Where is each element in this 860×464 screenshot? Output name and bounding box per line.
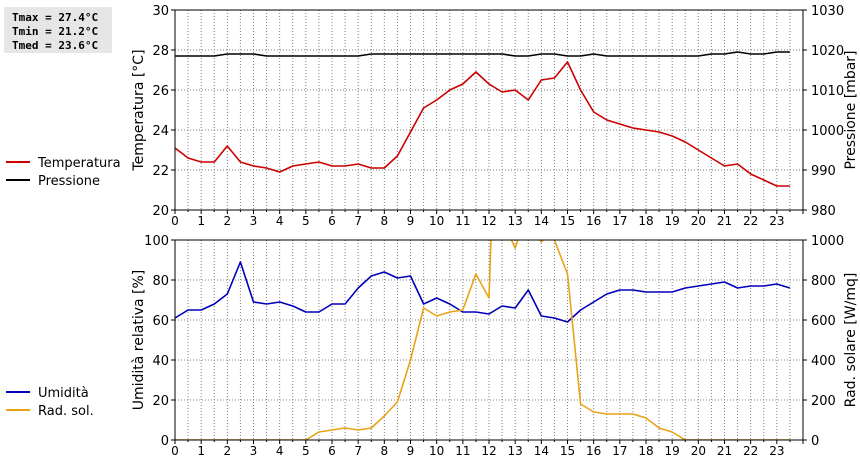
- y-tick-label: 30: [152, 4, 169, 19]
- x-tick-label: 3: [250, 444, 258, 458]
- x-tick-label: 20: [691, 444, 706, 458]
- x-tick-label: 5: [302, 214, 310, 228]
- x-tick-label: 4: [276, 444, 284, 458]
- x-tick-label: 20: [691, 214, 706, 228]
- legend-label: Temperatura: [37, 156, 121, 171]
- x-tick-label: 3: [250, 214, 258, 228]
- x-tick-label: 12: [481, 444, 496, 458]
- x-tick-label: 23: [769, 444, 784, 458]
- x-tick-label: 1: [197, 214, 205, 228]
- y2-tick-label: 200: [811, 394, 836, 409]
- y2-tick-label: 400: [811, 354, 836, 369]
- y-tick-label: 40: [152, 354, 169, 369]
- x-tick-label: 2: [224, 444, 232, 458]
- y-tick-label: 28: [152, 44, 169, 59]
- x-tick-label: 14: [534, 444, 549, 458]
- y-tick-label: 26: [152, 84, 169, 99]
- x-tick-label: 18: [638, 444, 653, 458]
- x-tick-label: 16: [586, 444, 601, 458]
- x-tick-label: 1: [197, 444, 205, 458]
- y-tick-label: 24: [152, 124, 169, 139]
- x-tick-label: 17: [612, 444, 627, 458]
- x-tick-label: 0: [171, 444, 179, 458]
- x-tick-label: 2: [224, 214, 232, 228]
- series-line-0: [175, 61, 790, 187]
- y2-tick-label: 1020: [811, 44, 844, 59]
- y2-tick-label: 1000: [811, 124, 844, 139]
- y-axis-title: Umidità relativa [%]: [131, 270, 147, 411]
- x-tick-label: 0: [171, 214, 179, 228]
- x-tick-label: 7: [354, 444, 362, 458]
- y-tick-label: 20: [152, 204, 169, 219]
- x-tick-label: 6: [328, 214, 336, 228]
- x-tick-label: 8: [381, 214, 389, 228]
- x-tick-label: 13: [508, 214, 523, 228]
- x-tick-label: 22: [743, 214, 758, 228]
- x-tick-label: 21: [717, 214, 732, 228]
- x-tick-label: 16: [586, 214, 601, 228]
- y2-tick-label: 1000: [811, 234, 844, 249]
- x-tick-label: 5: [302, 444, 310, 458]
- x-tick-label: 11: [455, 444, 470, 458]
- x-tick-label: 10: [429, 214, 444, 228]
- x-tick-label: 15: [560, 214, 575, 228]
- y-tick-label: 20: [152, 394, 169, 409]
- y2-tick-label: 1030: [811, 4, 844, 19]
- plot-frame: [174, 9, 804, 211]
- plot-frame: [174, 239, 804, 441]
- legend-label: Pressione: [38, 174, 100, 189]
- legend-label: Umidità: [38, 386, 89, 401]
- y-axis-title: Temperatura [°C]: [131, 49, 147, 171]
- x-tick-label: 9: [407, 214, 415, 228]
- x-tick-label: 7: [354, 214, 362, 228]
- y2-tick-label: 980: [811, 204, 836, 219]
- series-line-3: [175, 240, 790, 440]
- y2-tick-label: 800: [811, 274, 836, 289]
- temperature-stats-box: Tmax = 27.4°C Tmin = 21.2°C Tmed = 23.6°…: [4, 7, 112, 53]
- y-tick-label: 22: [152, 164, 169, 179]
- x-tick-label: 15: [560, 444, 575, 458]
- x-tick-label: 13: [508, 444, 523, 458]
- x-tick-label: 11: [455, 214, 470, 228]
- x-tick-label: 10: [429, 444, 444, 458]
- x-tick-label: 14: [534, 214, 549, 228]
- series-line-1: [175, 51, 790, 57]
- y2-tick-label: 990: [811, 164, 836, 179]
- x-tick-label: 4: [276, 214, 284, 228]
- x-tick-label: 19: [665, 214, 680, 228]
- x-tick-label: 17: [612, 214, 627, 228]
- y-tick-label: 100: [144, 234, 169, 249]
- stat-tmax: Tmax = 27.4°C: [12, 11, 99, 24]
- y2-tick-label: 0: [811, 434, 819, 449]
- y-tick-label: 0: [161, 434, 169, 449]
- stat-tmin: Tmin = 21.2°C: [12, 25, 99, 38]
- x-tick-label: 19: [665, 444, 680, 458]
- y-tick-label: 60: [152, 314, 169, 329]
- legend-label: Rad. sol.: [38, 404, 94, 419]
- x-tick-label: 9: [407, 444, 415, 458]
- x-tick-label: 23: [769, 214, 784, 228]
- y2-tick-label: 1010: [811, 84, 844, 99]
- x-tick-label: 8: [381, 444, 389, 458]
- y2-axis-title: Pressione [mbar]: [843, 50, 859, 169]
- y2-axis-title: Rad. solare [W/mq]: [843, 273, 859, 408]
- x-tick-label: 18: [638, 214, 653, 228]
- y-tick-label: 80: [152, 274, 169, 289]
- series-line-2: [175, 261, 791, 323]
- x-tick-label: 6: [328, 444, 336, 458]
- stat-tmed: Tmed = 23.6°C: [12, 39, 99, 52]
- x-tick-label: 21: [717, 444, 732, 458]
- y2-tick-label: 600: [811, 314, 836, 329]
- x-tick-label: 12: [481, 214, 496, 228]
- x-tick-label: 22: [743, 444, 758, 458]
